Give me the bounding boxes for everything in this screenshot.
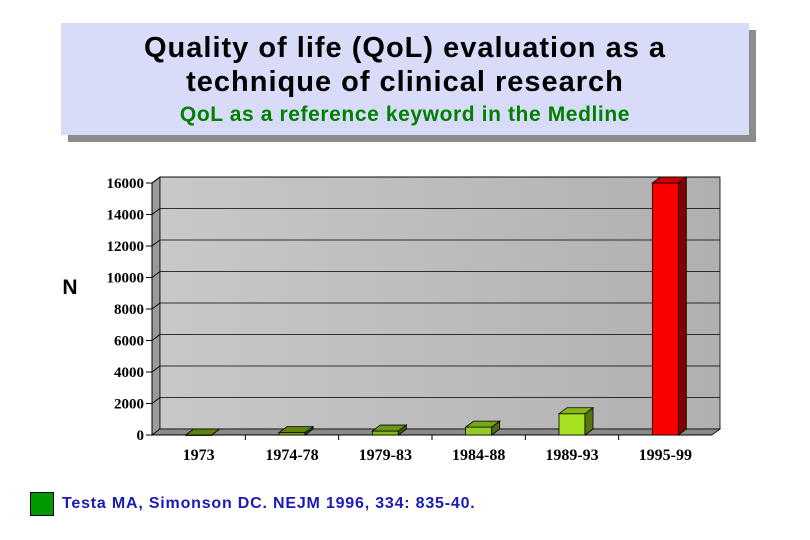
- x-tick-label: 1974-78: [265, 447, 318, 464]
- y-tick-label: 6000: [114, 334, 144, 350]
- gridline-side: [151, 271, 161, 278]
- bar: [371, 430, 399, 436]
- x-tick-label: 1984-88: [452, 447, 505, 464]
- gridline-side: [151, 397, 161, 404]
- x-tick-label: 1979-83: [359, 447, 412, 464]
- y-tick-label: 14000: [107, 208, 145, 224]
- gridline-side: [151, 239, 161, 247]
- x-tick-label: 1995-99: [639, 447, 692, 464]
- bar-top: [651, 176, 688, 184]
- bar-top: [277, 426, 315, 434]
- bar: [651, 182, 679, 436]
- y-tick-label: 12000: [107, 239, 145, 255]
- citation-footnote: Testa MA, Simonson DC. NEJM 1996, 334: 8…: [30, 491, 476, 517]
- bar-top: [557, 407, 595, 415]
- bar: [465, 426, 493, 436]
- y-tick-label: 16000: [107, 176, 145, 192]
- title-box: Quality of life (QoL) evaluation as a te…: [61, 23, 749, 135]
- gridline-side: [151, 176, 161, 184]
- gridline-side: [151, 302, 161, 310]
- y-tick-label: 0: [137, 428, 145, 444]
- bar-top: [371, 424, 408, 432]
- y-tick-label: 2000: [114, 397, 144, 413]
- gridline-side: [151, 365, 161, 373]
- x-tick-label: 1973: [183, 447, 215, 464]
- legend-swatch: [30, 492, 54, 516]
- bar-top: [464, 420, 501, 428]
- bar-top: [184, 428, 221, 436]
- gridline-side: [151, 208, 161, 215]
- bar-side: [677, 176, 687, 436]
- page-subtitle: QoL as a reference keyword in the Medlin…: [179, 103, 631, 126]
- page-title: Quality of life (QoL) evaluation as a te…: [143, 32, 667, 98]
- citation-text: Testa MA, Simonson DC. NEJM 1996, 334: 8…: [62, 495, 476, 512]
- y-axis-label: N: [62, 276, 77, 299]
- y-tick-label: 4000: [114, 365, 144, 381]
- y-tick-label: 10000: [107, 271, 145, 287]
- y-tick-label: 8000: [114, 302, 144, 318]
- chart-floor: [150, 428, 722, 436]
- gridline-side: [151, 334, 161, 341]
- x-tick-label: 1989-93: [545, 447, 598, 464]
- bar: [558, 413, 586, 436]
